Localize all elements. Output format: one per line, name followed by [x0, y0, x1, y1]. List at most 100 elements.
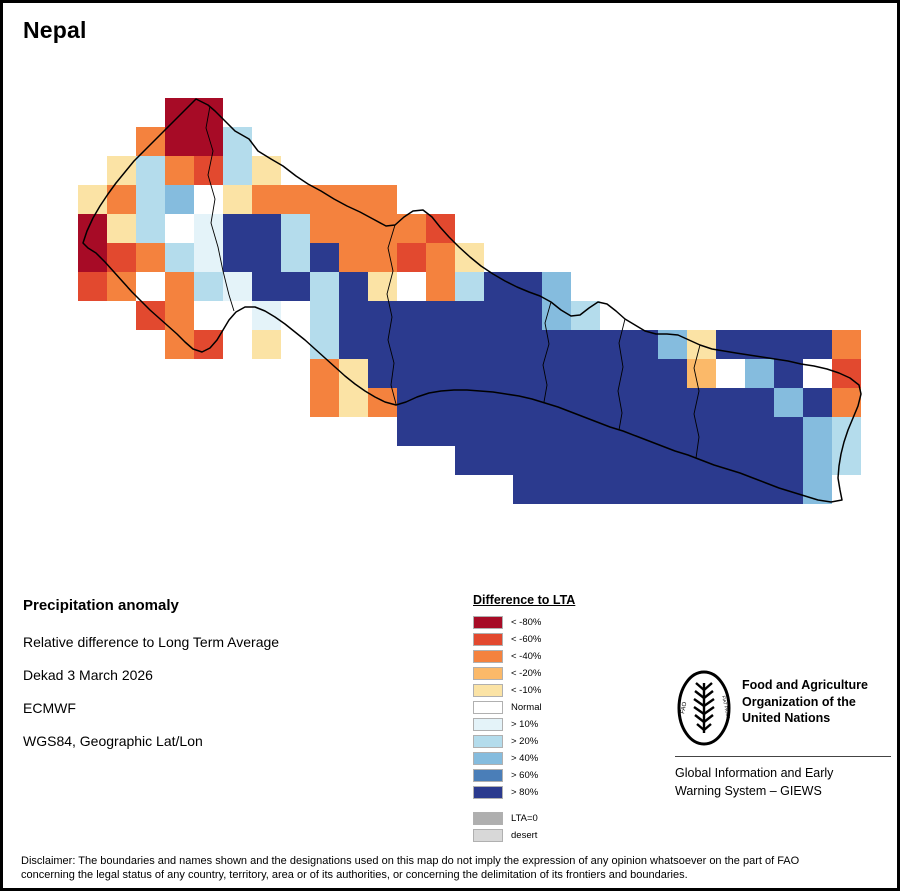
grid-cell: [165, 127, 194, 156]
info-line-dekad: Dekad 3 March 2026: [23, 667, 153, 683]
legend-swatch: [473, 829, 503, 842]
legend-items: < -80% < -60% < -40% < -20% < -10% Normal > 10…: [473, 614, 575, 801]
grid-cell: [281, 214, 310, 243]
giews-name: Global Information and Early Warning Syst…: [675, 765, 891, 800]
grid-cell: [165, 243, 194, 272]
legend-swatch: [473, 701, 503, 714]
legend-extra-items: LTA=0 desert: [473, 810, 575, 844]
legend-item: LTA=0: [473, 810, 575, 827]
legend-label: Normal: [511, 702, 542, 713]
grid-cell: [774, 446, 803, 475]
grid-cell: [658, 359, 687, 388]
grid-cell: [136, 127, 165, 156]
legend-swatch: [473, 718, 503, 731]
grid-cell: [803, 359, 832, 388]
grid-cell: [165, 214, 194, 243]
grid-cell: [281, 243, 310, 272]
grid-cell: [542, 446, 571, 475]
grid-cell: [716, 330, 745, 359]
legend-item: > 60%: [473, 767, 575, 784]
grid-cell: [107, 272, 136, 301]
legend-item: Normal: [473, 699, 575, 716]
grid-cell: [165, 301, 194, 330]
grid-cell: [194, 185, 223, 214]
grid-cell: [310, 330, 339, 359]
grid-cell: [513, 446, 542, 475]
grid-cell: [223, 301, 252, 330]
grid-cell: [455, 417, 484, 446]
legend: Difference to LTA < -80% < -60% < -40% < -2…: [473, 593, 575, 844]
legend-item: < -60%: [473, 631, 575, 648]
grid-cell: [310, 214, 339, 243]
legend-swatch: [473, 633, 503, 646]
grid-cell: [571, 388, 600, 417]
grid-cell: [687, 417, 716, 446]
grid-cell: [78, 185, 107, 214]
grid-cell: [107, 156, 136, 185]
grid-cell: [107, 214, 136, 243]
legend-item: < -10%: [473, 682, 575, 699]
grid-cell: [745, 388, 774, 417]
grid-cell: [484, 243, 513, 272]
grid-cell: [629, 388, 658, 417]
grid-cell: [745, 330, 774, 359]
grid-cell: [600, 475, 629, 504]
grid-cell: [571, 330, 600, 359]
grid-cell: [745, 359, 774, 388]
grid-cell: [745, 446, 774, 475]
grid-cell: [600, 359, 629, 388]
grid-cell: [426, 301, 455, 330]
legend-swatch: [473, 667, 503, 680]
legend-label: < -40%: [511, 651, 542, 662]
grid-cell: [252, 330, 281, 359]
grid-cell: [136, 156, 165, 185]
legend-item: > 40%: [473, 750, 575, 767]
legend-swatch: [473, 752, 503, 765]
legend-label: > 20%: [511, 736, 539, 747]
grid-cell: [136, 243, 165, 272]
grid-cell: [513, 301, 542, 330]
grid-cell: [165, 330, 194, 359]
grid-cell: [223, 127, 252, 156]
grid-cell: [339, 243, 368, 272]
grid-cell: [484, 446, 513, 475]
info-line-projection: WGS84, Geographic Lat/Lon: [23, 733, 203, 749]
nepal-border: [82, 98, 862, 503]
legend-item: < -40%: [473, 648, 575, 665]
fao-logo: FAO FIAT PANIS: [677, 670, 731, 746]
grid-cell: [223, 214, 252, 243]
province-boundary: [542, 301, 552, 403]
grid-cell: [774, 417, 803, 446]
grid-cell: [455, 272, 484, 301]
grid-cell: [136, 185, 165, 214]
grid-cell: [803, 417, 832, 446]
legend-item: > 10%: [473, 716, 575, 733]
grid-cell: [310, 272, 339, 301]
grid-cell: [803, 330, 832, 359]
legend-label: > 80%: [511, 787, 539, 798]
legend-item: > 80%: [473, 784, 575, 801]
grid-cell: [136, 301, 165, 330]
grid-cell: [629, 446, 658, 475]
grid-cell: [745, 475, 774, 504]
province-boundary: [693, 344, 701, 459]
grid-cell: [165, 272, 194, 301]
grid-cell: [687, 475, 716, 504]
grid-cell: [426, 330, 455, 359]
grid-cell: [629, 417, 658, 446]
grid-cell: [484, 417, 513, 446]
legend-item: desert: [473, 827, 575, 844]
grid-cell: [687, 330, 716, 359]
disclaimer: Disclaimer: The boundaries and names sho…: [21, 854, 799, 882]
legend-item: < -20%: [473, 665, 575, 682]
legend-swatch: [473, 786, 503, 799]
grid-cell: [687, 388, 716, 417]
grid-cell: [194, 214, 223, 243]
fao-logo-text: FAO: [680, 701, 688, 714]
grid-cell: [832, 388, 861, 417]
grid-cell: [803, 388, 832, 417]
grid-cell: [339, 330, 368, 359]
grid-cell: [339, 301, 368, 330]
grid-cell: [194, 243, 223, 272]
legend-item: < -80%: [473, 614, 575, 631]
